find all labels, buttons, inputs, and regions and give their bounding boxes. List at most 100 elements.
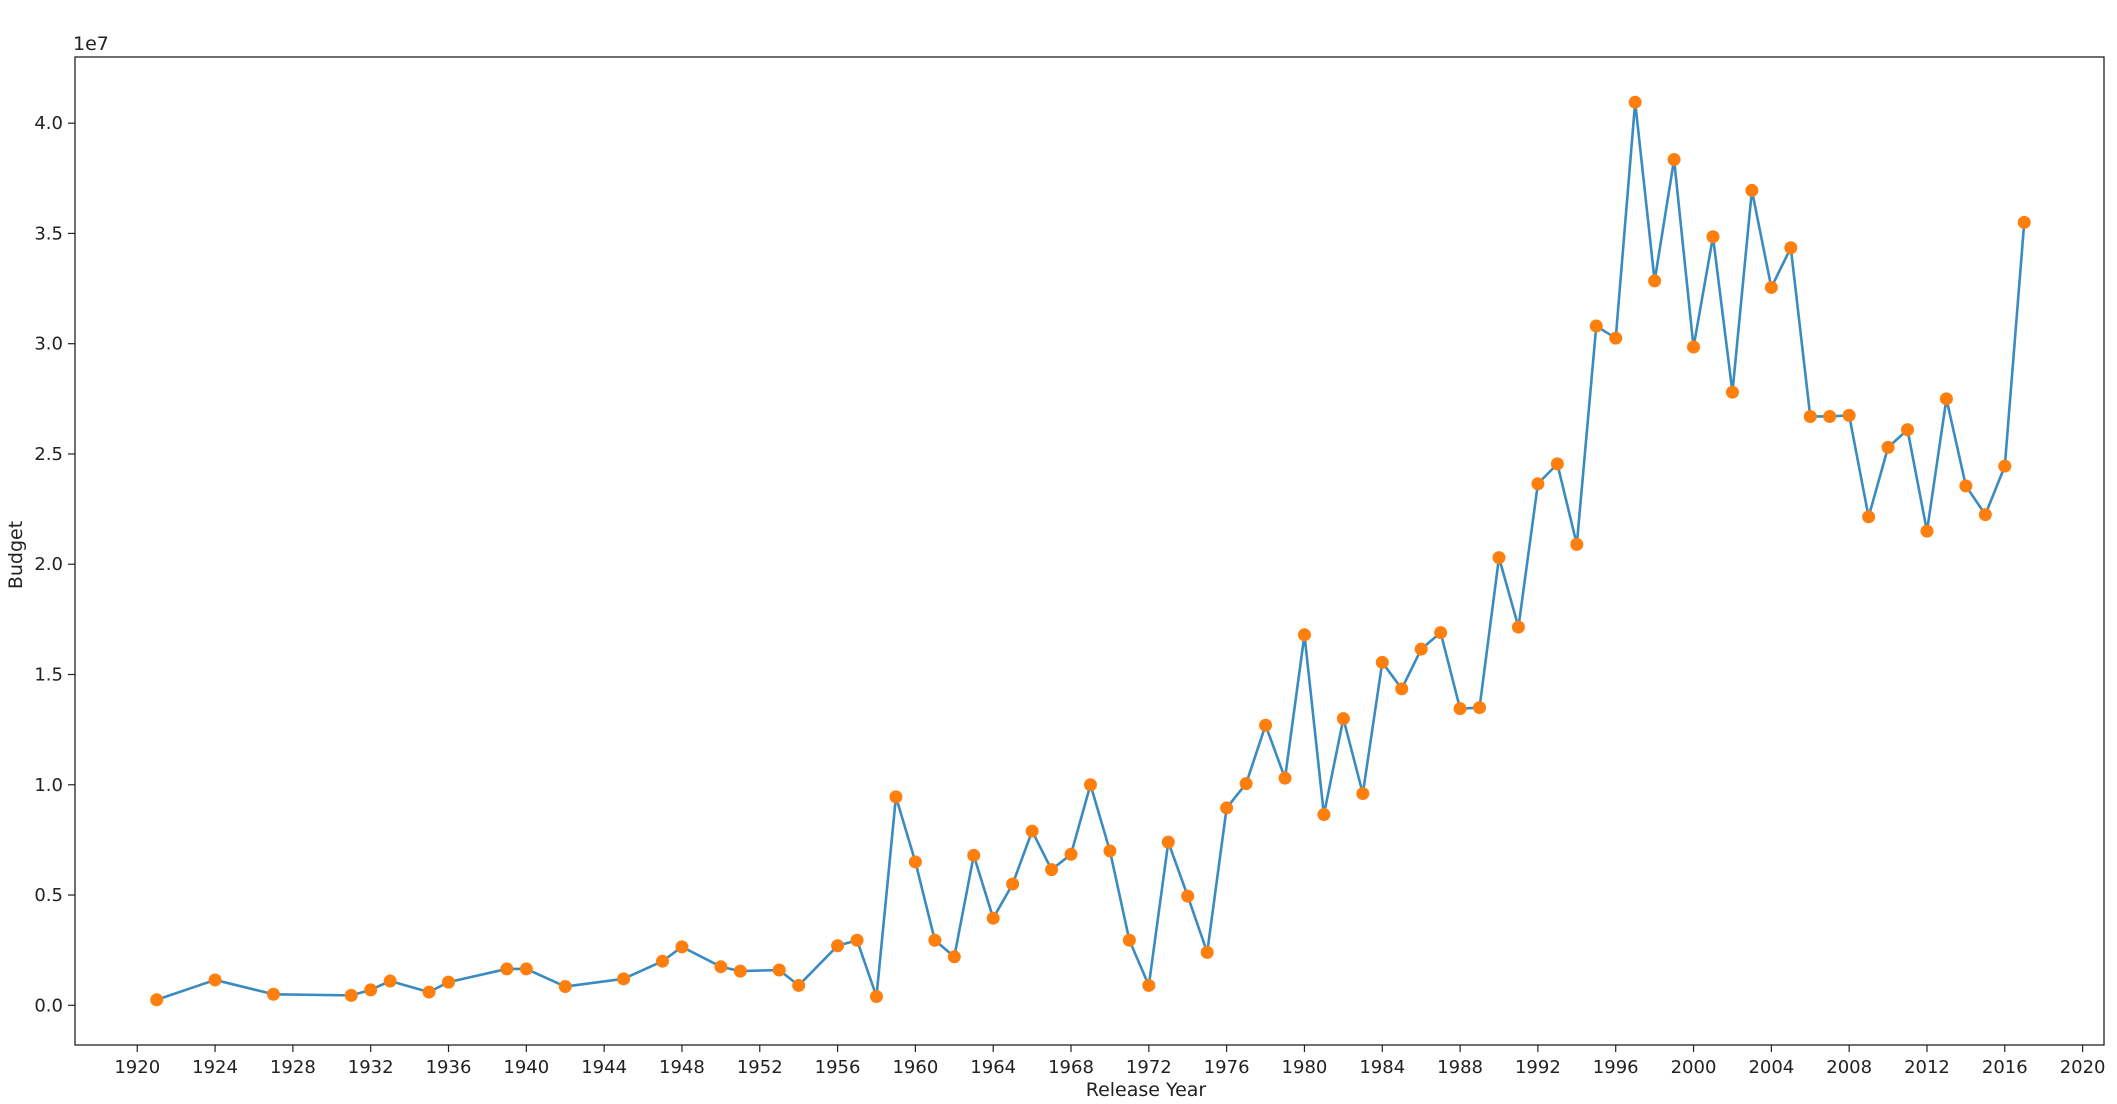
data-point [1045,863,1059,877]
x-tick-label: 1968 [1048,1057,1094,1078]
data-point [1317,808,1331,822]
x-tick-label: 1996 [1593,1057,1639,1078]
x-tick-label: 1956 [815,1057,861,1078]
series-lines [156,100,2026,1002]
y-tick-label: 2.0 [34,554,63,575]
data-point [1901,423,1915,437]
x-tick-label: 1992 [1515,1057,1561,1078]
y-tick-label: 1.5 [34,665,63,686]
y-axis: 0.0 0.5 1.0 1.5 2.0 2.5 3.0 3.5 4.0 [34,113,75,1016]
data-point [1122,933,1136,947]
data-point [2017,215,2031,229]
data-point [617,972,631,986]
data-point [850,933,864,947]
x-tick-label: 2008 [1826,1057,1872,1078]
x-tick-label: 1944 [581,1057,627,1078]
data-point [967,848,981,862]
x-tick-label: 1936 [426,1057,472,1078]
data-point [1511,620,1525,634]
data-point [675,940,689,954]
data-point [1725,385,1739,399]
data-point [1006,877,1020,891]
data-point [1220,801,1234,815]
data-point [1881,440,1895,454]
x-tick-label: 2012 [1904,1057,1950,1078]
data-point [1473,701,1487,715]
data-point [1161,835,1175,849]
data-point [1259,718,1273,732]
data-point [1492,551,1506,565]
series-line [156,100,2026,1002]
data-point [1687,340,1701,354]
data-point [733,964,747,978]
x-tick-label: 2004 [1748,1057,1794,1078]
data-point [1998,459,2012,473]
data-point [1531,477,1545,491]
y-tick-label: 2.5 [34,444,63,465]
x-tick-label: 2016 [1982,1057,2028,1078]
data-point [869,989,883,1003]
data-point [908,855,922,869]
data-point [1648,274,1662,288]
y-tick-label: 0.0 [34,995,63,1016]
data-point [1764,280,1778,294]
x-tick-label: 1920 [114,1057,160,1078]
data-point [1453,702,1467,716]
data-point [364,983,378,997]
x-axis-label: Release Year [1086,1079,1207,1099]
x-tick-label: 1924 [192,1057,238,1078]
data-point [383,974,397,988]
data-point [792,978,806,992]
x-tick-label: 1932 [348,1057,394,1078]
data-point [1823,409,1837,423]
data-point [1142,978,1156,992]
data-point [1434,626,1448,640]
data-point [519,962,533,976]
data-point [1803,409,1817,423]
series-points [150,95,2031,1007]
x-tick-label: 2000 [1671,1057,1717,1078]
x-tick-label: 1972 [1126,1057,1172,1078]
x-tick-label: 1940 [503,1057,549,1078]
data-point [986,911,1000,925]
y-tick-label: 1.0 [34,775,63,796]
x-tick-label: 1980 [1282,1057,1328,1078]
x-tick-label: 2020 [2060,1057,2106,1078]
data-point [1745,183,1759,197]
data-point [1375,655,1389,669]
y-tick-label: 3.0 [34,334,63,355]
y-tick-label: 4.0 [34,113,63,134]
data-point [442,975,456,989]
data-point [1297,628,1311,642]
data-point [1181,889,1195,903]
data-point [1570,537,1584,551]
data-point [1239,777,1253,791]
y-axis-multiplier: 1e7 [73,33,109,55]
data-point [1920,524,1934,538]
data-point [422,985,436,999]
data-point [1278,771,1292,785]
data-point [1978,508,1992,522]
data-point [1550,457,1564,471]
data-point [1395,682,1409,696]
data-point [1959,479,1973,493]
data-point [208,973,222,987]
x-tick-label: 1948 [659,1057,705,1078]
x-tick-label: 1928 [270,1057,316,1078]
data-point [947,950,961,964]
x-tick-label: 1984 [1359,1057,1405,1078]
y-tick-label: 3.5 [34,223,63,244]
data-point [1356,787,1370,801]
data-point [1706,230,1720,244]
data-point [500,962,514,976]
data-point [150,993,164,1007]
data-point [1628,95,1642,109]
data-point [1064,847,1078,861]
y-tick-label: 0.5 [34,885,63,906]
plot-frame [74,56,2105,1046]
data-point [831,939,845,953]
x-axis: 1920 1924 1928 1932 1936 1940 1944 1948 1952 1956… [114,1045,2106,1078]
data-point [889,790,903,804]
